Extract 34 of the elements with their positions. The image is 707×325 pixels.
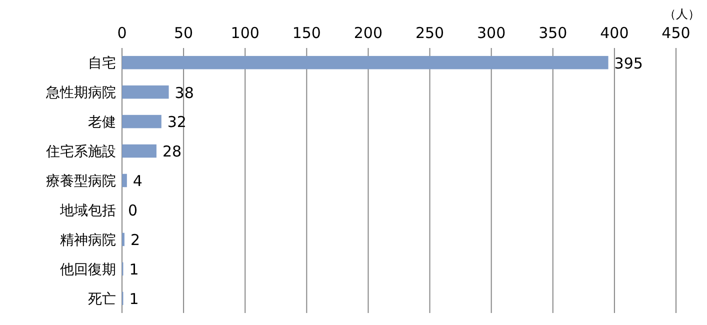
data-label: 395: [614, 54, 643, 72]
data-label: 1: [129, 290, 139, 308]
data-label: 4: [132, 172, 142, 190]
data-label: 1: [129, 260, 139, 279]
y-tick-label: 住宅系施設: [45, 144, 116, 160]
x-tick-label: 450: [662, 24, 690, 42]
y-tick-label: 他回復期: [60, 262, 116, 278]
y-tick-label: 急性期病院: [45, 84, 116, 101]
x-tick-label: 400: [600, 24, 629, 42]
y-tick-label: 老健: [88, 114, 116, 130]
data-label: 28: [162, 142, 182, 161]
x-tick-label: 200: [354, 24, 383, 42]
x-axis-title: （人）: [664, 7, 700, 21]
y-tick-label: 療養型病院: [46, 173, 116, 190]
x-tick-label: 100: [230, 24, 260, 42]
x-tick-label: 150: [292, 24, 321, 42]
bar: [122, 85, 169, 99]
data-label: 2: [130, 231, 140, 250]
y-tick-label: 精神病院: [60, 232, 116, 248]
x-tick-label: 350: [538, 24, 568, 42]
x-tick-label: 300: [477, 24, 506, 42]
bar: [122, 56, 608, 70]
data-label: 38: [174, 84, 194, 102]
x-tick-label: 250: [415, 24, 444, 42]
data-label: 0: [128, 202, 138, 220]
x-tick-label: 50: [174, 24, 194, 42]
bar: [122, 174, 127, 188]
bar: [122, 114, 162, 128]
y-tick-label: 自宅: [88, 55, 116, 72]
x-tick-label: 0: [117, 24, 127, 42]
y-tick-label: 地域包括: [59, 202, 116, 219]
y-tick-label: 死亡: [88, 291, 116, 308]
data-label: 32: [167, 113, 186, 132]
bar: [122, 144, 156, 158]
